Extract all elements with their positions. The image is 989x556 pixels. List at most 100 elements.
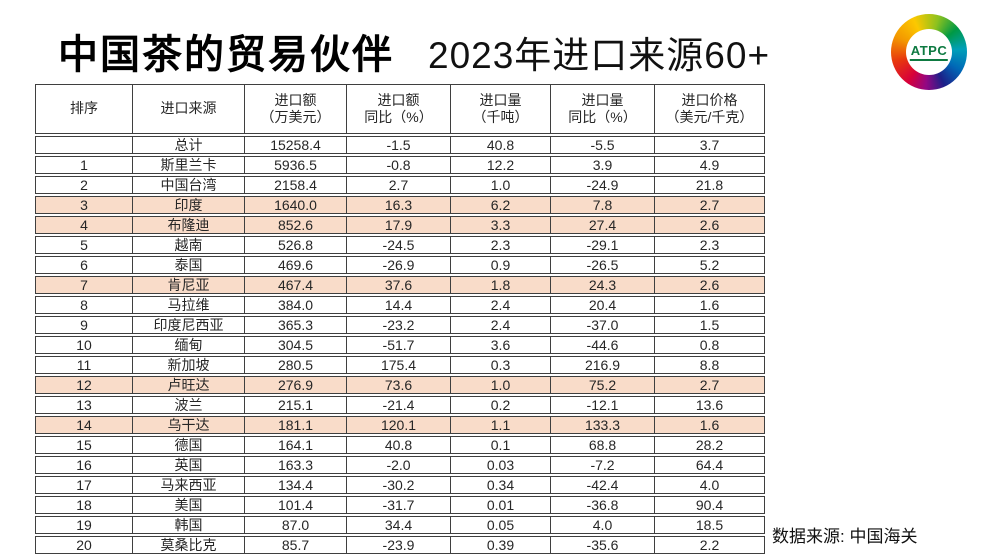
cell-price: 8.8: [655, 356, 765, 374]
cell-value_yoy: 16.3: [347, 196, 451, 214]
table-row: 5 越南 526.8 -24.5 2.3 -29.1 2.3: [35, 236, 765, 254]
cell-price: 4.9: [655, 156, 765, 174]
cell-value_yoy: -26.9: [347, 256, 451, 274]
cell-rank: 3: [35, 196, 133, 214]
cell-price: 2.3: [655, 236, 765, 254]
table-row: 13 波兰 215.1 -21.4 0.2 -12.1 13.6: [35, 396, 765, 414]
cell-source: 韩国: [133, 516, 245, 534]
cell-import_value: 280.5: [245, 356, 347, 374]
cell-source: 越南: [133, 236, 245, 254]
cell-import_value: 365.3: [245, 316, 347, 334]
table-row: 6 泰国 469.6 -26.9 0.9 -26.5 5.2: [35, 256, 765, 274]
cell-import_value: 384.0: [245, 296, 347, 314]
table-row: 8 马拉维 384.0 14.4 2.4 20.4 1.6: [35, 296, 765, 314]
cell-price: 1.6: [655, 416, 765, 434]
cell-import_qty: 40.8: [451, 136, 551, 154]
cell-import_qty: 6.2: [451, 196, 551, 214]
cell-import_qty: 3.6: [451, 336, 551, 354]
cell-import_value: 2158.4: [245, 176, 347, 194]
cell-value_yoy: 37.6: [347, 276, 451, 294]
cell-source: 布隆迪: [133, 216, 245, 234]
cell-value_yoy: -51.7: [347, 336, 451, 354]
cell-rank: 8: [35, 296, 133, 314]
cell-price: 2.6: [655, 216, 765, 234]
cell-import_value: 276.9: [245, 376, 347, 394]
title-bar: 中国茶的贸易伙伴 2023年进口来源60+: [58, 22, 879, 80]
data-source-note: 数据来源: 中国海关: [772, 527, 918, 546]
cell-import_value: 164.1: [245, 436, 347, 454]
cell-rank: 6: [35, 256, 133, 274]
table-body: 总计 15258.4 -1.5 40.8 -5.5 3.7 1 斯里兰卡 5936.5 -0.8 1…: [35, 136, 765, 554]
cell-rank: 17: [35, 476, 133, 494]
cell-qty_yoy: 3.9: [551, 156, 655, 174]
cell-qty_yoy: -5.5: [551, 136, 655, 154]
cell-import_qty: 0.01: [451, 496, 551, 514]
table-row: 15 德国 164.1 40.8 0.1 68.8 28.2: [35, 436, 765, 454]
cell-qty_yoy: 20.4: [551, 296, 655, 314]
cell-value_yoy: 40.8: [347, 436, 451, 454]
cell-import_qty: 0.34: [451, 476, 551, 494]
table-row: 9 印度尼西亚 365.3 -23.2 2.4 -37.0 1.5: [35, 316, 765, 334]
cell-qty_yoy: 75.2: [551, 376, 655, 394]
cell-value_yoy: 2.7: [347, 176, 451, 194]
table-row: 20 莫桑比克 85.7 -23.9 0.39 -35.6 2.2: [35, 536, 765, 554]
cell-rank: 10: [35, 336, 133, 354]
cell-import_value: 469.6: [245, 256, 347, 274]
cell-source: 马拉维: [133, 296, 245, 314]
cell-value_yoy: -24.5: [347, 236, 451, 254]
cell-value_yoy: 73.6: [347, 376, 451, 394]
cell-price: 13.6: [655, 396, 765, 414]
table-row: 7 肯尼亚 467.4 37.6 1.8 24.3 2.6: [35, 276, 765, 294]
cell-import_value: 134.4: [245, 476, 347, 494]
atpc-swirl-icon: [891, 14, 967, 90]
cell-value_yoy: 14.4: [347, 296, 451, 314]
cell-value_yoy: -30.2: [347, 476, 451, 494]
cell-qty_yoy: -24.9: [551, 176, 655, 194]
table-row: 12 卢旺达 276.9 73.6 1.0 75.2 2.7: [35, 376, 765, 394]
cell-import_qty: 0.03: [451, 456, 551, 474]
cell-source: 印度尼西亚: [133, 316, 245, 334]
cell-import_qty: 0.1: [451, 436, 551, 454]
cell-source: 德国: [133, 436, 245, 454]
cell-qty_yoy: 216.9: [551, 356, 655, 374]
cell-source: 印度: [133, 196, 245, 214]
cell-qty_yoy: -29.1: [551, 236, 655, 254]
cell-import_value: 101.4: [245, 496, 347, 514]
cell-value_yoy: -1.5: [347, 136, 451, 154]
cell-source: 新加坡: [133, 356, 245, 374]
cell-import_value: 15258.4: [245, 136, 347, 154]
cell-rank: 18: [35, 496, 133, 514]
cell-rank: 13: [35, 396, 133, 414]
cell-price: 18.5: [655, 516, 765, 534]
cell-rank: 7: [35, 276, 133, 294]
cell-import_value: 163.3: [245, 456, 347, 474]
cell-rank: 1: [35, 156, 133, 174]
cell-rank: 15: [35, 436, 133, 454]
table-row: 16 英国 163.3 -2.0 0.03 -7.2 64.4: [35, 456, 765, 474]
cell-import_value: 181.1: [245, 416, 347, 434]
cell-source: 中国台湾: [133, 176, 245, 194]
cell-import_value: 852.6: [245, 216, 347, 234]
cell-rank: 2: [35, 176, 133, 194]
cell-rank: 11: [35, 356, 133, 374]
column-header-import_value: 进口额 （万美元）: [245, 84, 347, 134]
table-row: 11 新加坡 280.5 175.4 0.3 216.9 8.8: [35, 356, 765, 374]
cell-rank: [35, 136, 133, 154]
cell-price: 1.5: [655, 316, 765, 334]
column-header-source: 进口来源: [133, 84, 245, 134]
cell-price: 2.7: [655, 196, 765, 214]
cell-import_value: 526.8: [245, 236, 347, 254]
cell-source: 波兰: [133, 396, 245, 414]
table-row: 18 美国 101.4 -31.7 0.01 -36.8 90.4: [35, 496, 765, 514]
cell-rank: 4: [35, 216, 133, 234]
cell-import_value: 1640.0: [245, 196, 347, 214]
cell-source: 乌干达: [133, 416, 245, 434]
cell-import_qty: 0.39: [451, 536, 551, 554]
cell-qty_yoy: -37.0: [551, 316, 655, 334]
table-header: 排序 进口来源 进口额 （万美元） 进口额 同比（%） 进口量 （千吨） 进口量 同比（%） 进口价…: [35, 84, 765, 134]
table-header-row: 排序 进口来源 进口额 （万美元） 进口额 同比（%） 进口量 （千吨） 进口量 同比（%） 进口价…: [35, 84, 765, 134]
cell-import_value: 87.0: [245, 516, 347, 534]
cell-rank: 9: [35, 316, 133, 334]
cell-import_qty: 1.1: [451, 416, 551, 434]
